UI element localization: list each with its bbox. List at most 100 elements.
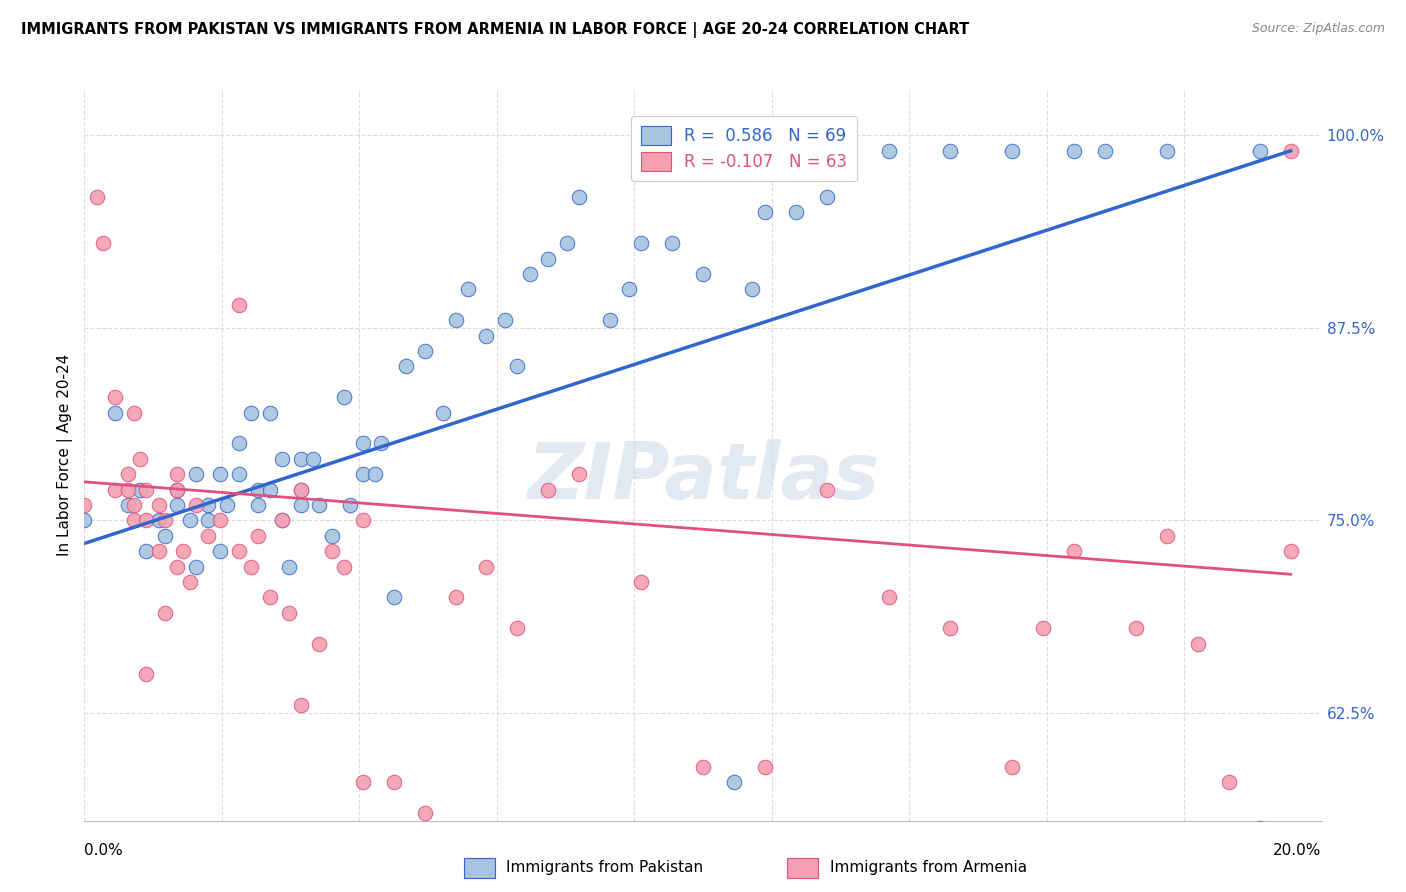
Point [209,513,232,527]
Point [321,544,343,558]
Point [1032,621,1054,635]
Point [537,483,560,497]
Point [228,544,250,558]
Text: Immigrants from Pakistan: Immigrants from Pakistan [506,861,703,875]
Point [184,498,207,512]
Point [413,805,436,820]
Point [1187,636,1209,650]
Point [302,451,325,466]
Point [197,529,219,543]
Point [166,483,188,497]
Point [104,483,127,497]
Point [444,313,467,327]
Point [290,483,312,497]
Point [333,390,356,404]
Point [104,390,127,404]
Point [785,205,807,219]
Point [179,513,201,527]
Point [537,252,560,266]
Point [259,483,281,497]
Text: 0.0%: 0.0% [84,843,124,858]
Point [153,606,176,620]
Point [1125,621,1147,635]
Point [135,544,157,558]
Point [122,513,145,527]
Point [1279,144,1302,158]
Point [413,343,436,358]
Point [352,775,374,789]
Point [308,636,330,650]
Point [148,498,170,512]
Point [290,698,312,713]
Point [228,436,250,450]
Point [1249,144,1271,158]
Point [519,267,541,281]
Point [73,498,96,512]
Point [117,498,139,512]
Point [568,190,591,204]
Point [754,760,776,774]
Point [692,267,714,281]
Point [661,236,683,251]
Point [91,236,114,251]
Point [506,359,529,374]
Point [246,498,269,512]
Point [290,483,312,497]
Point [135,667,157,681]
Point [939,621,962,635]
Point [117,483,139,497]
Point [228,298,250,312]
Point [122,498,145,512]
Point [339,498,361,512]
Point [246,483,269,497]
Point [692,760,714,774]
Point [630,236,652,251]
Point [271,451,294,466]
Point [148,513,170,527]
Point [166,467,188,482]
Point [444,591,467,605]
Point [246,529,269,543]
Point [153,513,176,527]
Point [135,513,157,527]
Point [166,498,188,512]
Point [290,451,312,466]
Point [184,467,207,482]
Point [1094,144,1116,158]
Text: ZIPatlas: ZIPatlas [527,439,879,515]
Point [240,559,263,574]
Point [382,775,405,789]
Point [104,406,127,420]
Point [877,144,900,158]
Point [148,544,170,558]
Point [1156,529,1178,543]
Point [271,513,294,527]
Point [352,436,374,450]
Text: 20.0%: 20.0% [1274,843,1322,858]
Text: Immigrants from Armenia: Immigrants from Armenia [830,861,1026,875]
Point [73,513,96,527]
Point [135,483,157,497]
Point [333,559,356,574]
Point [228,467,250,482]
Point [86,190,108,204]
Point [1001,144,1024,158]
Point [179,574,201,589]
Point [277,606,299,620]
Point [364,467,387,482]
Point [475,559,498,574]
Point [197,513,219,527]
Y-axis label: In Labor Force | Age 20-24: In Labor Force | Age 20-24 [58,354,73,556]
Point [166,559,188,574]
Point [129,483,152,497]
Point [457,282,479,296]
Point [395,359,418,374]
Point [1279,544,1302,558]
Point [754,205,776,219]
Point [1218,775,1240,789]
Point [129,451,152,466]
Text: Source: ZipAtlas.com: Source: ZipAtlas.com [1251,22,1385,36]
Point [815,190,838,204]
Legend: R =  0.586   N = 69, R = -0.107   N = 63: R = 0.586 N = 69, R = -0.107 N = 63 [631,116,858,181]
Point [617,282,640,296]
